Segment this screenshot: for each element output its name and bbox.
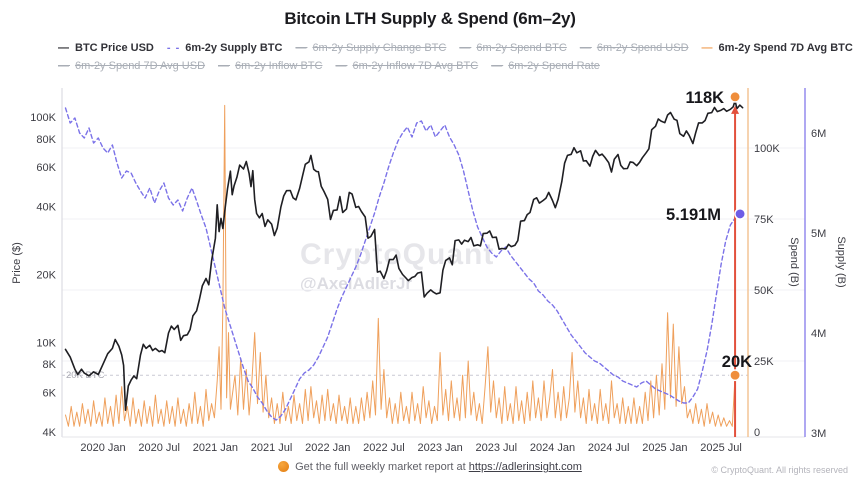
price-end-annotation: 118K [686, 89, 725, 107]
legend-item-6m-2y-spend-btc[interactable]: — 6m-2y Spend BTC [459, 39, 566, 57]
legend-item-label: 6m-2y Inflow 7D Avg BTC [352, 60, 479, 72]
legend-item-btc-price-usd[interactable]: — BTC Price USD [58, 39, 154, 57]
legend-item-6m-2y-inflow-7d-avg-btc[interactable]: — 6m-2y Inflow 7D Avg BTC [335, 57, 478, 75]
legend-item-label: 6m-2y Supply Change BTC [312, 42, 447, 54]
supply-tick-label: 6M [811, 128, 826, 140]
x-tick-label: 2023 Jul [475, 442, 517, 454]
annotations-group: 118K 5.191M 20K [666, 89, 752, 371]
spend-tick-label: 0 [754, 427, 760, 439]
legend-item-label: 6m-2y Spend 7D Avg USD [75, 60, 206, 72]
price-tick-label: 4K [43, 427, 57, 439]
legend-item-6m-2y-spend-rate[interactable]: — 6m-2y Spend Rate [491, 57, 600, 75]
legend-item-label: 6m-2y Spend BTC [476, 42, 567, 54]
price-tick-label: 10K [36, 337, 56, 349]
solid-line-swatch-icon: — [459, 42, 472, 54]
supply-tick-label: 3M [811, 428, 826, 440]
legend-item-label: BTC Price USD [75, 42, 154, 54]
price-end-dot [729, 90, 742, 103]
spend-tick-label: 100K [754, 143, 780, 155]
6m-2y-spend-7d-avg-btc-line [65, 104, 736, 427]
x-tick-label: 2021 Jan [193, 442, 238, 454]
spend-tick-label: 75K [754, 214, 774, 226]
x-tick-label: 2021 Jul [251, 442, 293, 454]
solid-line-swatch-icon: — [58, 60, 70, 72]
x-tick-label: 2024 Jul [588, 442, 630, 454]
footer: Get the full weekly market report at htt… [0, 461, 860, 473]
spend-tick-label: 25K [754, 356, 774, 368]
legend-item-label: 6m-2y Supply BTC [185, 42, 283, 54]
legend-item-6m-2y-supply-btc[interactable]: - - 6m-2y Supply BTC [167, 39, 283, 57]
legend-item-6m-2y-spend-usd[interactable]: — 6m-2y Spend USD [580, 39, 689, 57]
legend-item-label: 6m-2y Spend Rate [508, 60, 600, 72]
legend-item-label: 6m-2y Spend 7D Avg BTC [718, 42, 853, 54]
legend-item-label: 6m-2y Spend USD [596, 42, 689, 54]
threshold-group: 20K BTC [62, 370, 748, 381]
copyright-text: © CryptoQuant. All rights reserved [711, 465, 848, 475]
supply-tick-label: 4M [811, 328, 826, 340]
6m-2y-supply-btc-line [64, 107, 739, 421]
orange-circle-icon [278, 461, 290, 472]
marker-arrow-up-icon [731, 105, 740, 114]
solid-line-swatch-icon: — [491, 60, 504, 72]
gridlines-group [62, 147, 805, 362]
spend-tick-label: 50K [754, 285, 774, 297]
x-tick-label: 2025 Jan [642, 442, 687, 454]
solid-line-swatch-icon: — [58, 42, 70, 54]
x-tick-label: 2023 Jan [417, 442, 462, 454]
price-tick-label: 100K [30, 112, 56, 124]
axes-group: 100K 80K 60K 40K 20K 10K 8K 6K 4K 100K 75K 50K 25K 0 6… [11, 88, 847, 454]
legend-row-2: — 6m-2y Spend 7D Avg USD — 6m-2y Inflow BTC… [58, 57, 838, 75]
btc-price-usd-line [64, 100, 744, 411]
supply-axis-title: Supply (B) [835, 236, 847, 287]
spend-axis-title: Spend (B) [788, 237, 800, 287]
legend-item-6m-2y-inflow-btc[interactable]: — 6m-2y Inflow BTC [218, 57, 322, 75]
supply-tick-label: 5M [811, 228, 826, 240]
price-tick-label: 40K [36, 202, 56, 214]
series-group [64, 100, 744, 427]
x-tick-label: 2025 Jul [700, 442, 742, 454]
solid-line-swatch-icon: — [701, 42, 714, 54]
spend-end-dot [729, 369, 742, 382]
price-tick-label: 8K [43, 359, 57, 371]
x-tick-label: 2022 Jan [305, 442, 350, 454]
legend: — BTC Price USD - - 6m-2y Supply BTC — 6m-2y … [58, 39, 853, 75]
footer-report-text: Get the full weekly market report at [295, 461, 466, 473]
footer-report-link[interactable]: https://adlerinsight.com [468, 461, 582, 473]
chart-title: Bitcoin LTH Supply & Spend (6m–2y) [284, 9, 576, 28]
legend-item-6m-2y-supply-change-btc[interactable]: — 6m-2y Supply Change BTC [295, 39, 446, 57]
legend-item-6m-2y-spend-7d-avg-usd[interactable]: — 6m-2y Spend 7D Avg USD [58, 57, 205, 75]
marker-group [729, 90, 747, 437]
price-tick-label: 80K [36, 134, 56, 146]
price-axis-title: Price ($) [11, 242, 23, 284]
x-tick-label: 2020 Jan [80, 442, 125, 454]
x-tick-label: 2022 Jul [363, 442, 405, 454]
legend-item-6m-2y-spend-7d-avg-btc[interactable]: — 6m-2y Spend 7D Avg BTC [702, 39, 853, 57]
solid-line-swatch-icon: — [579, 42, 592, 54]
spend-end-annotation: 20K [722, 353, 752, 371]
legend-row-1: — BTC Price USD - - 6m-2y Supply BTC — 6m-2y … [58, 39, 853, 57]
x-tick-label: 2024 Jan [530, 442, 575, 454]
x-tick-label: 2020 Jul [138, 442, 180, 454]
supply-end-annotation: 5.191M [666, 206, 721, 224]
solid-line-swatch-icon: — [295, 42, 308, 54]
supply-end-dot [734, 207, 747, 220]
price-tick-label: 20K [36, 270, 56, 282]
price-tick-label: 60K [36, 162, 56, 174]
solid-line-swatch-icon: — [218, 60, 231, 72]
price-tick-label: 6K [43, 387, 57, 399]
threshold-label: 20K BTC [66, 370, 105, 381]
legend-item-label: 6m-2y Inflow BTC [235, 60, 323, 72]
dashed-line-swatch-icon: - - [166, 42, 181, 54]
solid-line-swatch-icon: — [335, 60, 348, 72]
